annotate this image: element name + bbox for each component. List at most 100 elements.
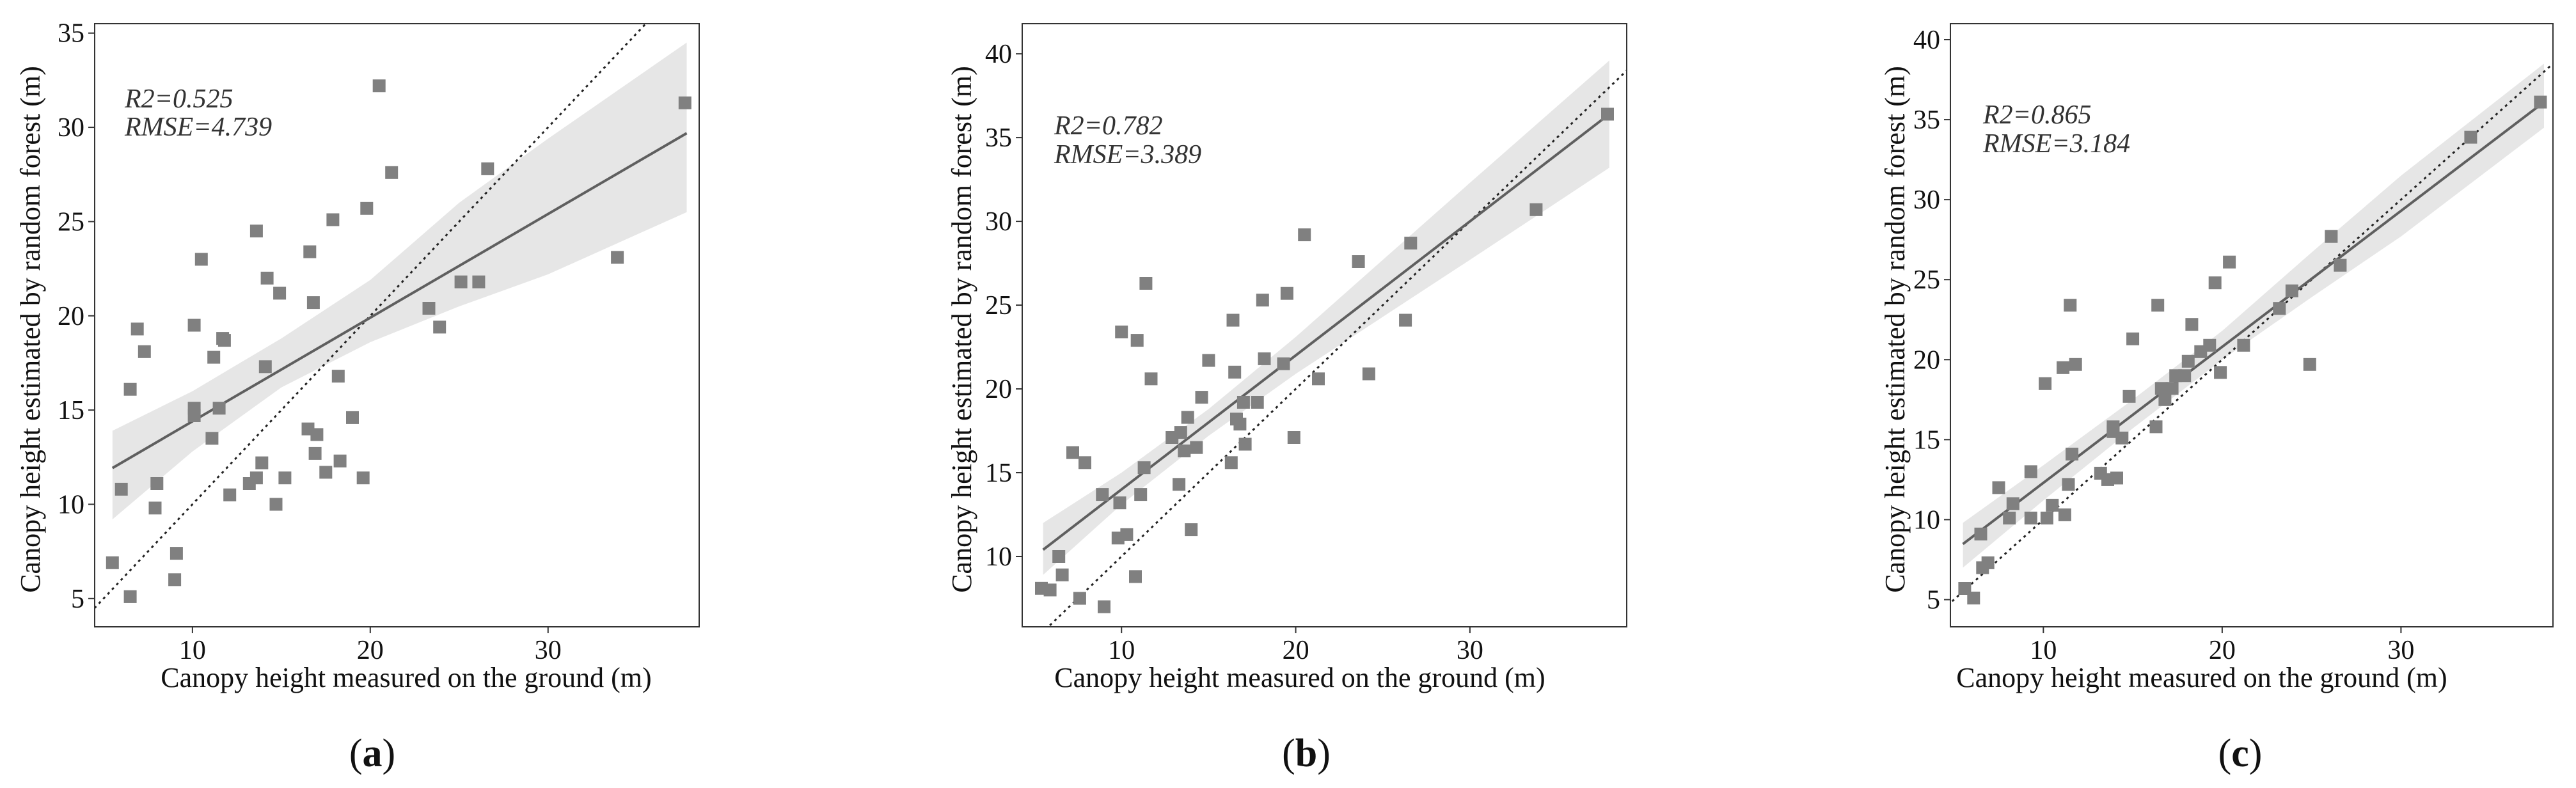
data-point-a-15 — [205, 432, 219, 445]
x-tick-label-c-0: 10 — [2030, 636, 2057, 665]
data-point-c-14 — [2058, 508, 2071, 521]
data-point-c-5 — [1992, 481, 2005, 494]
data-point-b-10 — [1113, 496, 1126, 510]
data-point-a-31 — [306, 296, 320, 310]
data-point-a-33 — [310, 428, 324, 441]
x-axis-title-c: Canopy height measured on the ground (m) — [1956, 662, 2447, 693]
data-point-c-16 — [2064, 299, 2077, 312]
y-axis-title-a: Canopy height estimated by random forest… — [15, 66, 46, 593]
data-point-c-12 — [2046, 498, 2059, 512]
plot-area-a: 10 20 30 5 10 15 20 25 30 35 — [58, 19, 700, 665]
panel-label-a: (a) — [349, 732, 395, 775]
data-point-a-14 — [207, 351, 221, 364]
data-point-b-39 — [1280, 287, 1293, 300]
data-point-c-31 — [2165, 382, 2179, 395]
rmse-label-b: RMSE=3.389 — [1054, 140, 1201, 169]
data-point-c-33 — [2178, 369, 2192, 382]
data-point-b-37 — [1258, 352, 1271, 365]
data-point-a-10 — [187, 319, 201, 332]
data-point-a-19 — [223, 488, 237, 501]
data-point-c-13 — [2057, 361, 2070, 374]
data-point-c-29 — [2154, 382, 2168, 395]
y-tick-label-a-4: 25 — [58, 207, 84, 237]
data-point-a-5 — [138, 345, 151, 358]
data-point-b-23 — [1181, 411, 1194, 424]
data-point-c-15 — [2062, 478, 2075, 491]
data-point-b-14 — [1130, 334, 1144, 347]
plot-frame-b — [1022, 23, 1627, 627]
data-point-a-12 — [187, 409, 201, 422]
data-point-a-42 — [385, 166, 399, 179]
data-point-a-25 — [260, 271, 274, 285]
data-point-b-29 — [1226, 313, 1240, 327]
data-point-b-28 — [1224, 456, 1238, 469]
y-axis-title-c: Canopy height estimated by random forest… — [1879, 66, 1911, 593]
r2-label-c: R2=0.865 — [1982, 100, 2092, 130]
data-point-a-21 — [249, 471, 263, 485]
data-point-b-47 — [1529, 203, 1543, 216]
data-point-b-35 — [1251, 396, 1264, 409]
plot-area-c: 10 20 30 5 10 15 20 25 30 35 40 — [1913, 23, 2554, 665]
data-point-a-2 — [123, 382, 137, 396]
plot-clip-b — [1035, 60, 1627, 627]
x-tick-label-c-2: 30 — [2387, 636, 2414, 665]
data-point-b-44 — [1362, 367, 1375, 381]
identity-line-b — [1047, 69, 1627, 627]
data-point-b-16 — [1137, 461, 1151, 475]
data-point-a-9 — [168, 573, 182, 587]
data-point-a-4 — [123, 590, 137, 603]
y-tick-label-c-5: 30 — [1913, 185, 1940, 215]
data-point-a-13 — [194, 253, 208, 266]
data-point-a-30 — [303, 245, 317, 258]
x-tick-label-a-1: 20 — [357, 636, 384, 665]
data-point-a-16 — [212, 402, 226, 415]
data-point-c-17 — [2069, 358, 2082, 371]
data-point-b-33 — [1237, 396, 1250, 409]
data-point-a-0 — [106, 556, 119, 569]
data-point-a-45 — [454, 275, 468, 288]
data-point-b-24 — [1185, 523, 1198, 537]
identity-line-a — [95, 24, 647, 610]
data-point-b-4 — [1066, 446, 1079, 459]
y-tick-label-c-4: 25 — [1913, 265, 1940, 295]
data-point-c-23 — [2110, 471, 2123, 485]
y-tick-label-a-0: 5 — [71, 585, 84, 614]
data-point-b-26 — [1195, 391, 1208, 404]
data-point-c-38 — [2208, 276, 2222, 290]
data-point-b-32 — [1233, 418, 1247, 430]
data-point-c-8 — [2024, 465, 2037, 478]
data-point-b-12 — [1120, 528, 1134, 541]
data-point-a-23 — [255, 456, 269, 469]
x-tick-label-b-1: 20 — [1283, 636, 1309, 665]
y-tick-label-b-3: 25 — [985, 291, 1012, 320]
data-point-b-34 — [1238, 437, 1252, 451]
data-point-b-21 — [1174, 426, 1187, 439]
data-point-b-18 — [1144, 372, 1158, 386]
x-tick-label-a-2: 30 — [535, 636, 562, 665]
y-tick-label-b-5: 35 — [985, 123, 1012, 153]
data-point-b-11 — [1115, 326, 1128, 338]
data-point-c-47 — [2464, 130, 2477, 144]
x-tick-label-c-1: 20 — [2209, 636, 2236, 665]
data-point-c-45 — [2325, 230, 2338, 243]
x-axis-title-b: Canopy height measured on the ground (m) — [1054, 662, 1545, 693]
data-point-a-34 — [319, 466, 333, 479]
data-point-c-35 — [2185, 318, 2199, 331]
x-axis-title-a: Canopy height measured on the ground (m) — [161, 662, 651, 693]
data-point-c-48 — [2534, 95, 2547, 109]
y-tick-label-a-3: 20 — [58, 302, 84, 331]
data-point-a-27 — [273, 287, 287, 300]
panel-label-b: (b) — [1282, 732, 1331, 775]
data-point-a-28 — [278, 471, 292, 485]
data-point-b-15 — [1134, 488, 1148, 501]
data-point-c-46 — [2334, 258, 2347, 272]
data-point-a-36 — [331, 370, 345, 383]
data-point-c-41 — [2237, 338, 2250, 352]
data-point-c-10 — [2039, 377, 2052, 390]
data-point-a-43 — [422, 302, 436, 315]
data-point-b-48 — [1601, 107, 1614, 121]
data-point-a-7 — [150, 477, 164, 490]
data-point-a-6 — [148, 501, 162, 515]
data-point-b-42 — [1312, 372, 1325, 386]
data-point-c-2 — [1974, 527, 1987, 540]
